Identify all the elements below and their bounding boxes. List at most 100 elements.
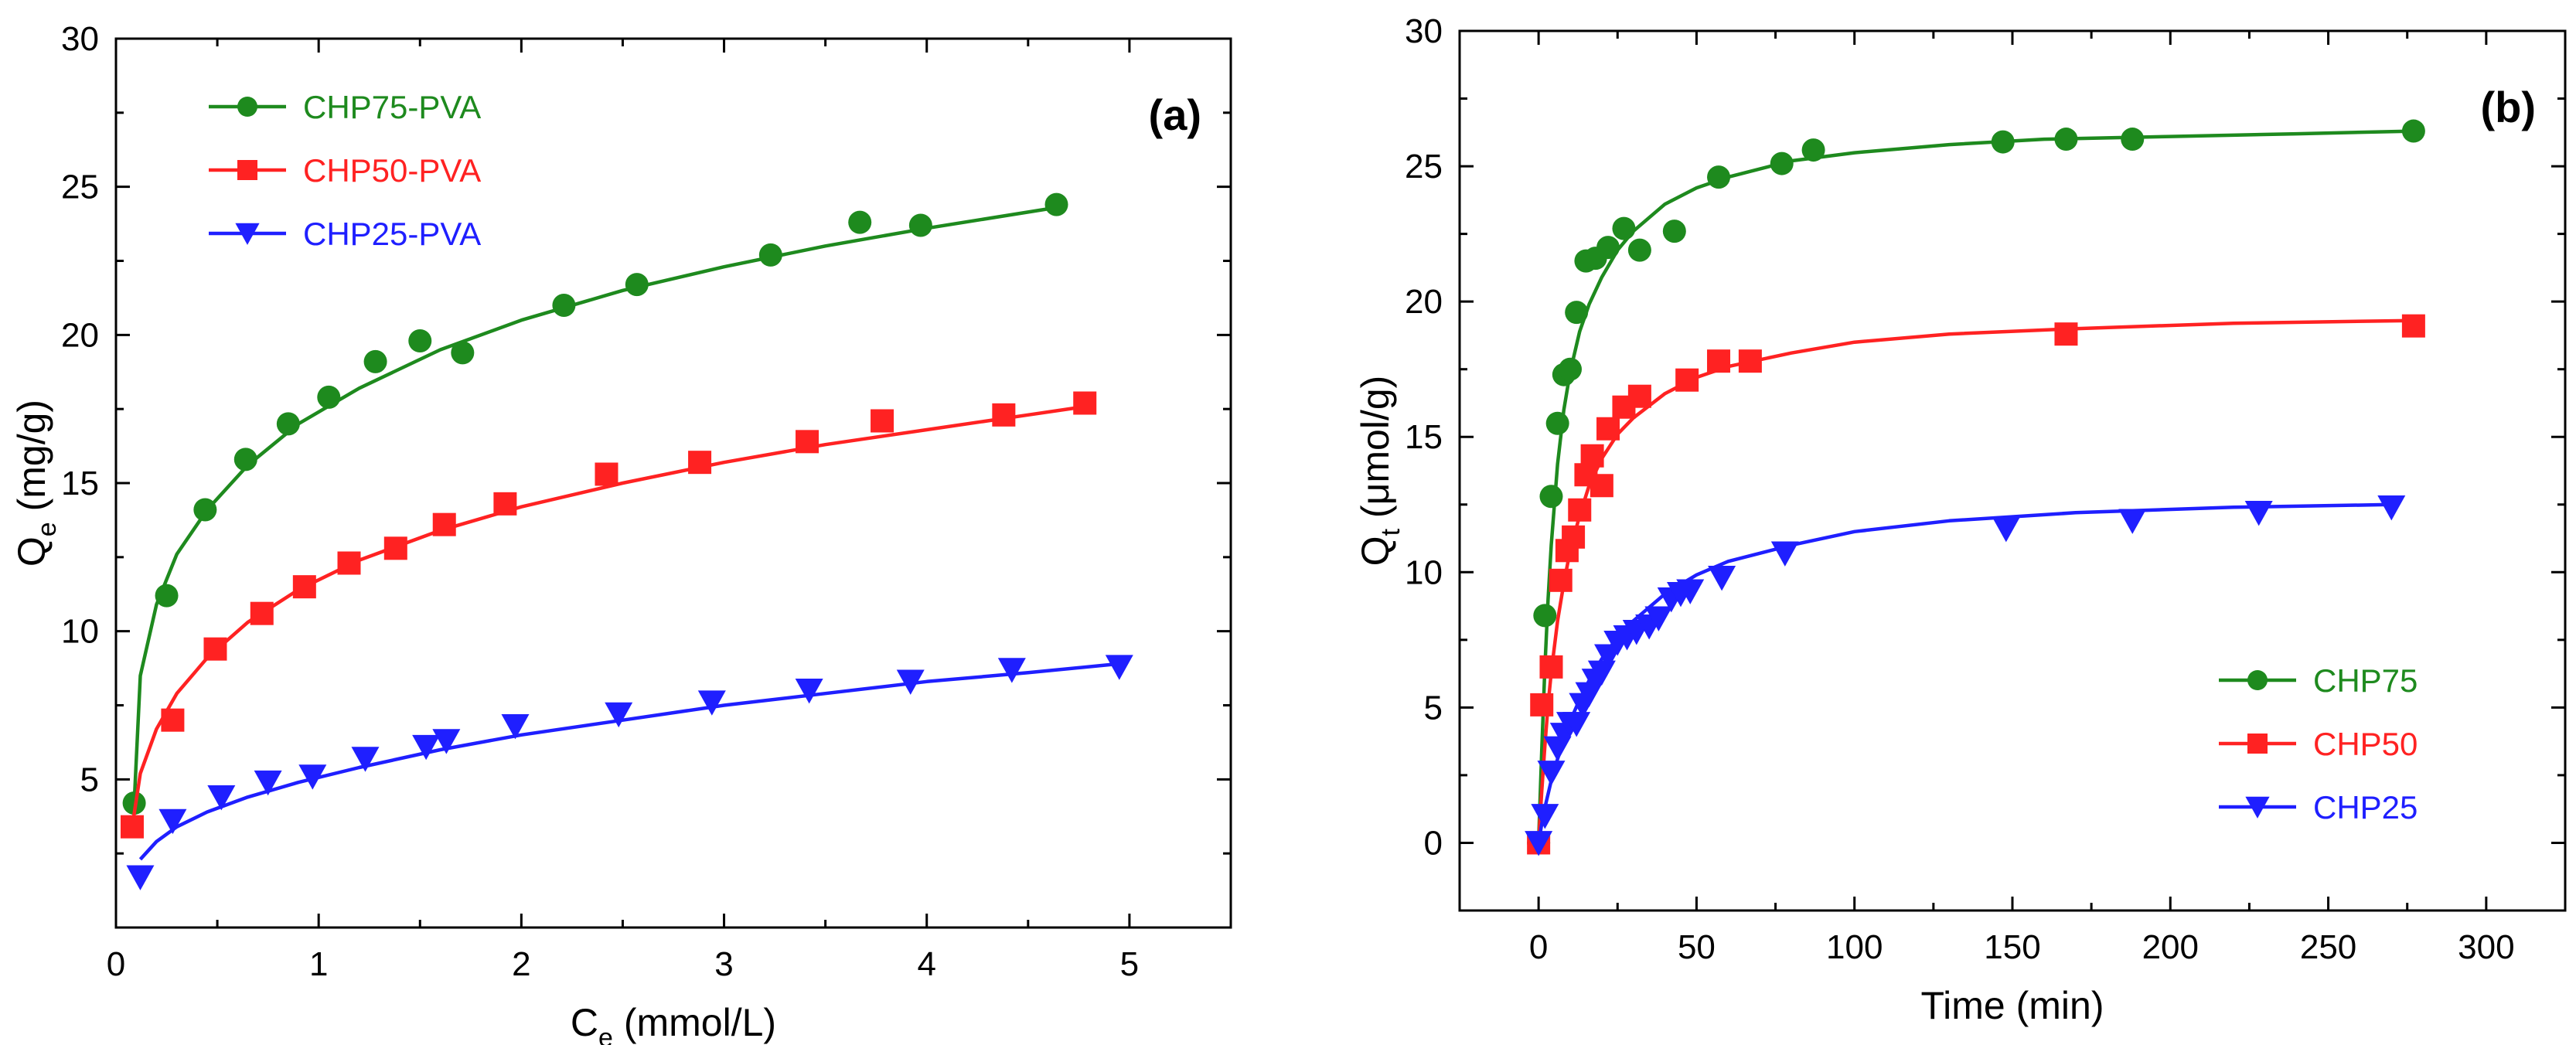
data-point xyxy=(292,575,316,599)
data-point xyxy=(1627,238,1651,262)
legend-marker xyxy=(2247,670,2268,690)
data-point xyxy=(795,679,823,704)
series-chp25 xyxy=(1525,495,2406,856)
data-point xyxy=(1533,604,1557,628)
data-point xyxy=(351,747,380,772)
data-point xyxy=(161,708,185,732)
x-tick-label: 300 xyxy=(2458,928,2514,966)
data-point xyxy=(193,498,217,522)
y-axis-label: Qe (mg/g) xyxy=(10,400,62,567)
legend-label: CHP50-PVA xyxy=(303,152,481,189)
data-point xyxy=(451,341,475,365)
data-point xyxy=(250,601,274,625)
data-point xyxy=(276,412,300,436)
data-point xyxy=(1596,236,1620,260)
x-tick-label: 1 xyxy=(309,945,328,983)
data-point xyxy=(120,815,144,839)
legend-marker xyxy=(2247,734,2268,754)
y-tick-label: 30 xyxy=(1405,12,1443,50)
data-point xyxy=(1770,151,1794,175)
data-point xyxy=(1596,417,1620,441)
x-tick-label: 250 xyxy=(2300,928,2356,966)
data-point xyxy=(908,213,932,237)
y-axis-label: Qt (μmol/g) xyxy=(1354,376,1406,567)
panel-b: 0 50 100 150 200 250 300 0 5 10 15 20 25 30 Time (min)… xyxy=(1354,12,2567,1027)
legend-entry: CHP25 xyxy=(2219,789,2418,825)
data-point xyxy=(1612,216,1636,240)
x-axis-label: Ce (mmol/L) xyxy=(571,1001,776,1045)
data-point xyxy=(1568,498,1592,522)
data-point xyxy=(2401,314,2425,338)
panel-label: (b) xyxy=(2480,83,2536,131)
y-tick-label: 5 xyxy=(1424,689,1443,727)
data-point xyxy=(408,329,432,352)
data-point xyxy=(697,690,726,716)
legend-entry: CHP50-PVA xyxy=(209,152,481,189)
y-tick-label: 5 xyxy=(80,761,99,798)
x-tick-label: 150 xyxy=(1984,928,2040,966)
data-point xyxy=(1539,655,1563,679)
data-point xyxy=(1044,192,1068,216)
data-point xyxy=(1565,301,1589,325)
data-point xyxy=(1525,831,1553,856)
legend-entry: CHP75 xyxy=(2219,662,2418,699)
x-tick-label: 50 xyxy=(1678,928,1716,966)
x-axis-label: Time (min) xyxy=(1920,984,2104,1027)
y-tick-label: 30 xyxy=(61,20,99,58)
data-point xyxy=(1707,165,1731,189)
series-chp25-pva xyxy=(126,655,1133,890)
legend-label: CHP75-PVA xyxy=(303,89,481,125)
x-tick-label: 4 xyxy=(917,945,935,983)
data-point xyxy=(1590,474,1613,498)
data-point xyxy=(1676,579,1705,604)
data-point xyxy=(796,430,819,454)
data-point xyxy=(997,658,1026,683)
data-point xyxy=(688,451,712,475)
series-chp75-pva xyxy=(122,192,1068,815)
plot-frame xyxy=(1458,29,2567,912)
data-point xyxy=(126,865,155,890)
data-point xyxy=(1537,761,1566,786)
data-point xyxy=(1738,349,1762,373)
data-point xyxy=(896,669,925,695)
legend-marker xyxy=(237,160,257,180)
data-point xyxy=(298,764,327,790)
data-point xyxy=(1992,516,2020,543)
data-point xyxy=(1580,444,1604,468)
legend-entry: CHP50 xyxy=(2219,726,2418,762)
data-point xyxy=(2118,509,2147,534)
data-point xyxy=(625,273,649,297)
data-point xyxy=(1644,606,1673,631)
data-point xyxy=(2121,128,2145,151)
data-point xyxy=(1801,138,1825,162)
y-tick-label: 10 xyxy=(61,613,99,651)
data-point xyxy=(1105,655,1133,680)
data-point xyxy=(1627,384,1651,408)
data-point xyxy=(1539,485,1563,509)
legend-label: CHP50 xyxy=(2313,726,2418,762)
data-point xyxy=(317,385,341,409)
data-point xyxy=(552,294,576,317)
data-point xyxy=(254,770,282,796)
data-point xyxy=(595,462,618,486)
legend-label: CHP25 xyxy=(2313,789,2418,825)
data-point xyxy=(1991,130,2015,154)
plot-frame xyxy=(114,37,1232,929)
legend-label: CHP75 xyxy=(2313,662,2418,699)
data-point xyxy=(848,210,872,234)
data-point xyxy=(432,729,461,754)
series-chp50 xyxy=(1527,314,2425,855)
panel-label: (a) xyxy=(1149,90,1201,139)
data-point xyxy=(1708,566,1736,591)
data-point xyxy=(2244,500,2273,526)
panel-a: 0 1 2 3 4 5 5 10 15 20 25 30 Ce (mmol/L) Qe (mg/g) (a)… xyxy=(10,20,1232,1045)
x-tick-label: 0 xyxy=(107,945,125,983)
data-point xyxy=(2054,128,2078,151)
y-tick-label: 0 xyxy=(1424,824,1443,862)
data-point xyxy=(432,512,456,536)
data-point xyxy=(1073,391,1097,415)
legend-marker xyxy=(2245,796,2270,819)
legend-marker xyxy=(235,223,260,245)
data-point xyxy=(383,536,407,560)
